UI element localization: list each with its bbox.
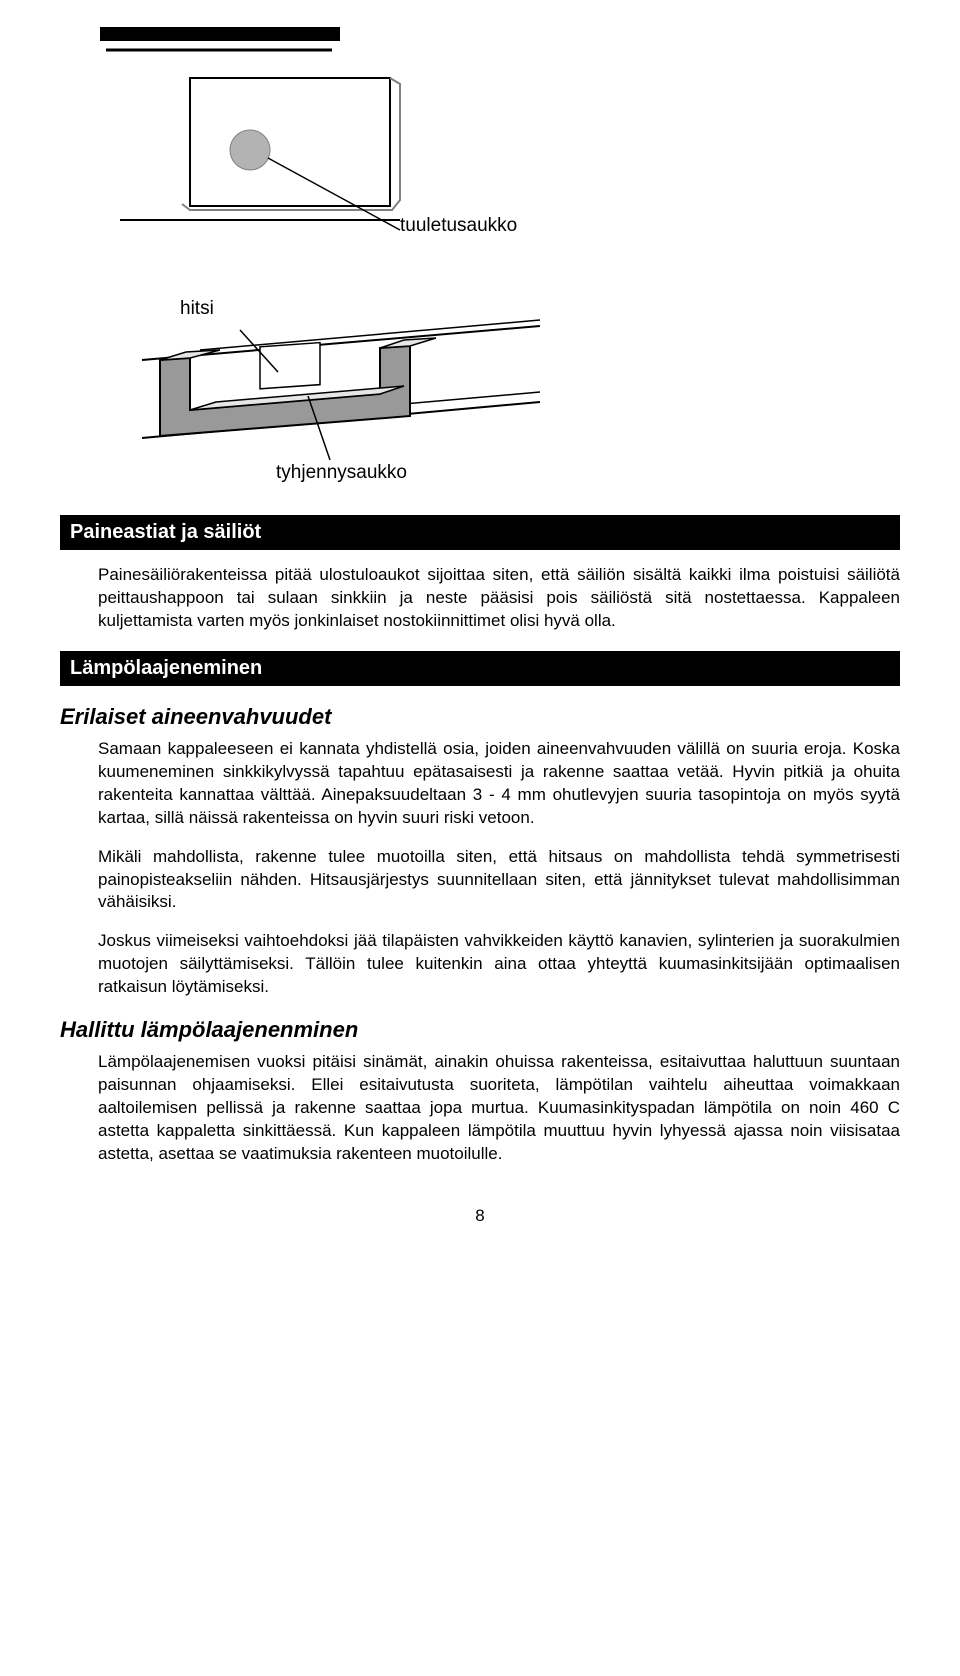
channel-group bbox=[142, 320, 540, 460]
technical-diagram: tuuletusaukko hitsi tyhjennysaukko bbox=[100, 20, 550, 485]
section-heading-paineastiat: Paineastiat ja säiliöt bbox=[60, 515, 900, 550]
ventilation-hole bbox=[230, 130, 270, 170]
subheading-erilaiset: Erilaiset aineenvahvuudet bbox=[60, 704, 900, 730]
panel-rect bbox=[190, 78, 390, 206]
paragraph-paineastiat-1: Painesäiliörakenteissa pitää ulostuloauk… bbox=[98, 564, 900, 633]
paragraph-erilaiset-1: Samaan kappaleeseen ei kannata yhdistell… bbox=[98, 738, 900, 830]
paragraph-erilaiset-2: Mikäli mahdollista, rakenne tulee muotoi… bbox=[98, 846, 900, 915]
label-tuuletusaukko: tuuletusaukko bbox=[400, 215, 517, 237]
page-number: 8 bbox=[60, 1206, 900, 1226]
label-hitsi: hitsi bbox=[180, 298, 214, 320]
paragraph-hallittu-1: Lämpölaajenemisen vuoksi pitäisi sinämät… bbox=[98, 1051, 900, 1166]
subheading-hallittu: Hallittu lämpölaajenenminen bbox=[60, 1017, 900, 1043]
section-heading-lampolaajeneminen: Lämpölaajeneminen bbox=[60, 651, 900, 686]
paragraph-erilaiset-3: Joskus viimeiseksi vaihtoehdoksi jää til… bbox=[98, 930, 900, 999]
label-tyhjennysaukko: tyhjennysaukko bbox=[276, 462, 407, 484]
diagram-svg bbox=[100, 20, 550, 480]
